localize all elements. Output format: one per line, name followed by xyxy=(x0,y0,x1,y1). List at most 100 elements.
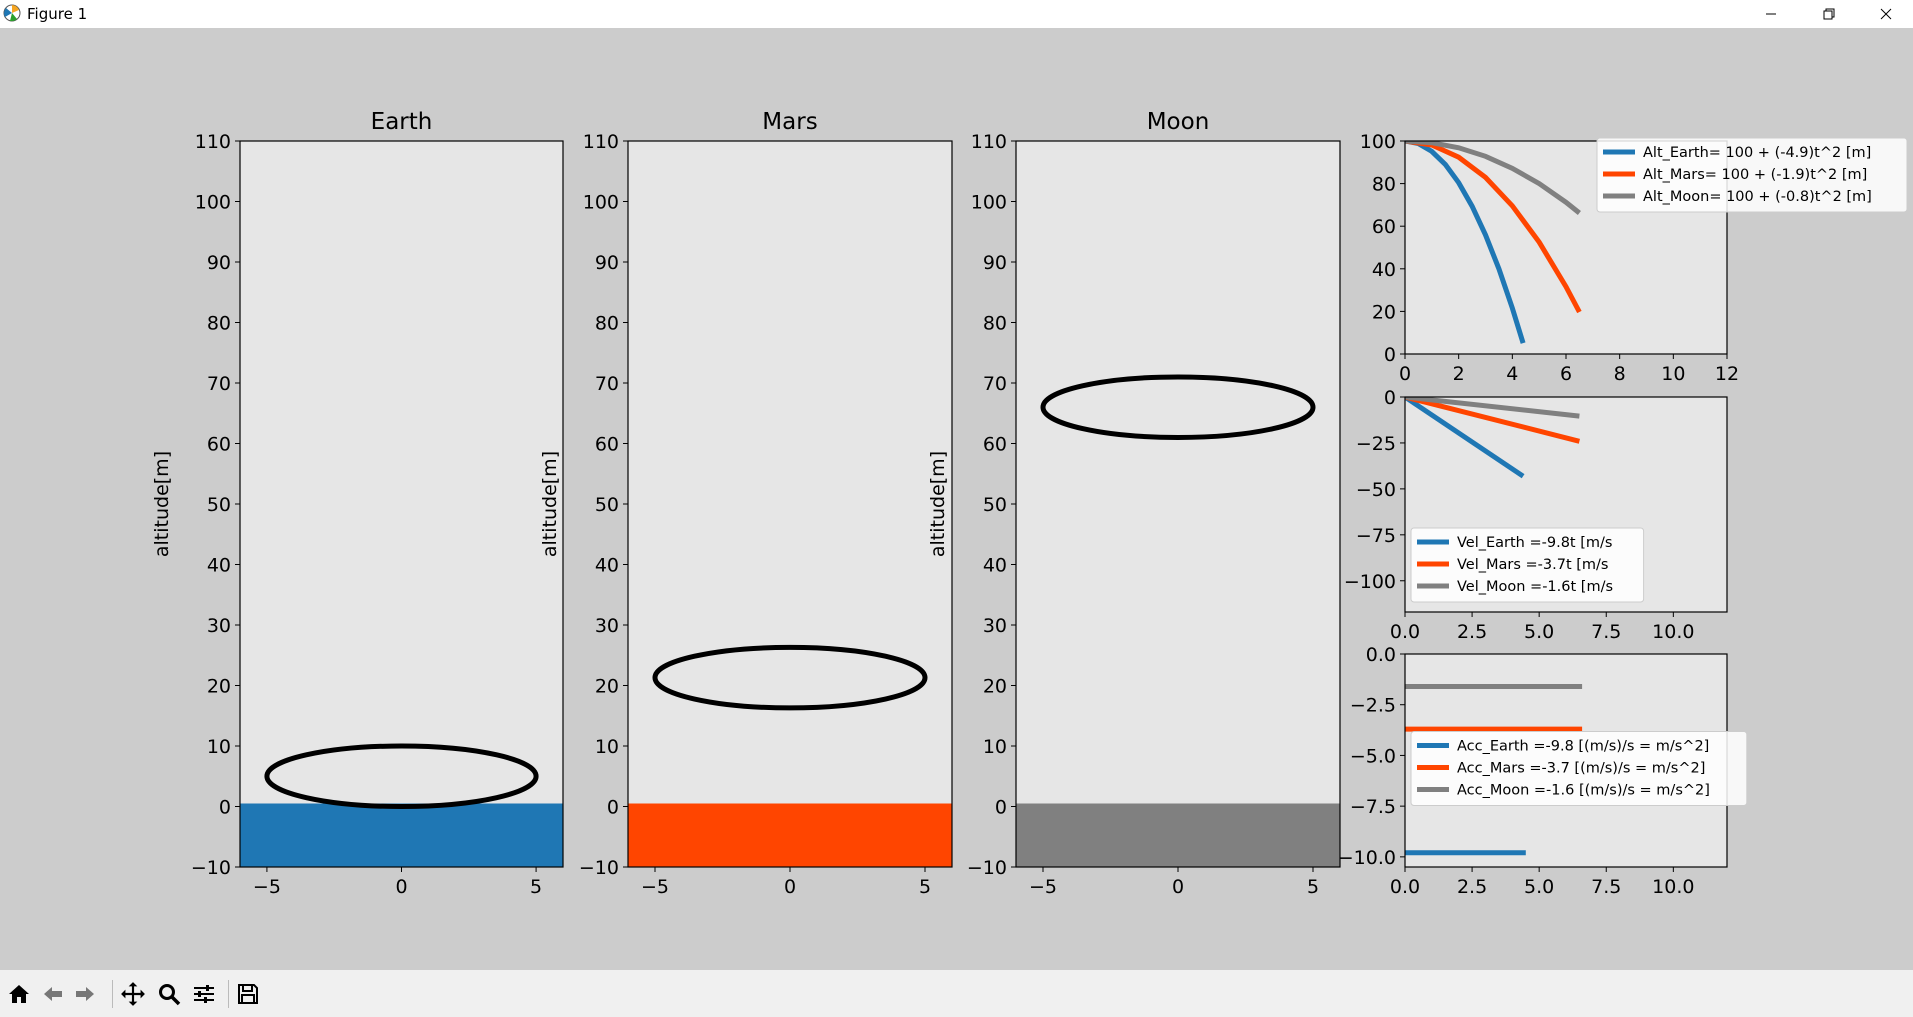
y-tick-label: 110 xyxy=(195,131,231,153)
home-button[interactable] xyxy=(4,981,34,1007)
subplot-1: −5 0 5 −10 0 10 20 30 40 50 60 70 80 90 100 110 Earth alt… xyxy=(151,109,564,898)
x-tick-label: 7.5 xyxy=(1591,876,1621,898)
legend-label: Vel_Earth =-9.8t [m/s xyxy=(1457,535,1612,551)
y-tick-label: 90 xyxy=(207,252,231,274)
legend-label: Acc_Mars =-3.7 [(m/s)/s = m/s^2] xyxy=(1457,761,1705,777)
x-tick-label: 2.5 xyxy=(1457,621,1487,643)
subplot-6: 0.0 2.5 5.0 7.5 10.0 −10.0 −7.5 −5.0 −2.5 0.0 Acc_… xyxy=(1338,644,1748,898)
matplotlib-app-icon xyxy=(3,4,21,22)
series-line-1 xyxy=(1405,397,1525,479)
minimize-button[interactable] xyxy=(1742,0,1800,28)
title-bar: Figure 1 xyxy=(0,0,1913,28)
y-tick-label: −10 xyxy=(967,857,1007,879)
legend: Alt_Earth= 100 + (-4.9)t^2 [m] Alt_Mars= … xyxy=(1596,137,1908,213)
subplot-2: −5 0 5 −10 0 10 20 30 40 50 60 70 80 90 100 110 Mars alti… xyxy=(539,109,953,898)
plot-area xyxy=(1405,684,1583,856)
x-tick-label: 2 xyxy=(1453,363,1465,385)
plot-area xyxy=(1405,397,1581,479)
close-button[interactable] xyxy=(1858,0,1913,28)
zoom-button[interactable] xyxy=(154,981,184,1007)
legend-label: Alt_Earth= 100 + (-4.9)t^2 [m] xyxy=(1643,145,1871,161)
plot-area xyxy=(1405,141,1582,344)
x-tick-label: 0 xyxy=(1399,363,1411,385)
series-line-2 xyxy=(1405,141,1582,314)
x-tick-label: 10.0 xyxy=(1652,621,1694,643)
y-tick-label: −10.0 xyxy=(1338,847,1396,869)
y-tick-label: −50 xyxy=(1356,479,1396,501)
y-tick-label: 40 xyxy=(595,555,619,577)
toolbar-separator xyxy=(112,980,113,1008)
y-tick-label: 20 xyxy=(595,676,619,698)
legend-label: Alt_Mars= 100 + (-1.9)t^2 [m] xyxy=(1643,167,1867,183)
navigation-toolbar xyxy=(0,970,1913,1017)
y-tick-label: 70 xyxy=(983,373,1007,395)
subplot-4: 0 2 4 6 8 10 12 0 20 40 60 80 100 Alt_Earth= 100 + (-… xyxy=(1360,131,1908,385)
y-tick-label: −7.5 xyxy=(1350,796,1396,818)
toolbar-separator xyxy=(228,980,229,1008)
y-tick-label: 0 xyxy=(607,797,619,819)
y-tick-label: −5.0 xyxy=(1350,745,1396,767)
y-tick-label: 60 xyxy=(207,434,231,456)
pan-button[interactable] xyxy=(118,981,148,1007)
y-tick-label: 20 xyxy=(207,676,231,698)
y-tick-label: 110 xyxy=(583,131,619,153)
x-tick-label: 5.0 xyxy=(1524,621,1554,643)
forward-button[interactable] xyxy=(70,981,100,1007)
plot-area xyxy=(628,644,952,867)
y-tick-label: 100 xyxy=(195,192,231,214)
x-tick-label: 7.5 xyxy=(1591,621,1621,643)
y-tick-label: 20 xyxy=(983,676,1007,698)
series-line-2 xyxy=(1405,397,1581,444)
x-tick-label: −5 xyxy=(253,876,281,898)
legend: Vel_Earth =-9.8t [m/s Vel_Mars =-3.7t [m/… xyxy=(1410,527,1645,603)
x-tick-label: 5 xyxy=(919,876,931,898)
restore-button[interactable] xyxy=(1800,0,1858,28)
back-button[interactable] xyxy=(38,981,68,1007)
legend-label: Alt_Moon= 100 + (-0.8)t^2 [m] xyxy=(1643,189,1872,205)
window-title: Figure 1 xyxy=(27,5,88,23)
y-tick-label: 70 xyxy=(207,373,231,395)
x-tick-label: 5 xyxy=(530,876,542,898)
x-tick-label: 0.0 xyxy=(1390,876,1420,898)
legend-label: Vel_Mars =-3.7t [m/s xyxy=(1457,557,1608,573)
falling-body-circle xyxy=(652,644,928,711)
pan-icon xyxy=(121,982,145,1006)
configure-subplots-button[interactable] xyxy=(189,981,219,1007)
x-tick-label: 10.0 xyxy=(1652,876,1694,898)
subplot-3: −5 0 5 −10 0 10 20 30 40 50 60 70 80 90 100 110 Moon alti… xyxy=(927,109,1341,898)
y-tick-label: 60 xyxy=(1372,216,1396,238)
save-button[interactable] xyxy=(233,981,263,1007)
x-tick-label: 10 xyxy=(1661,363,1685,385)
y-tick-label: 40 xyxy=(1372,259,1396,281)
y-tick-label: 60 xyxy=(595,434,619,456)
figure-canvas[interactable]: −5 0 5−100102030405060708090100110Earthalt… xyxy=(0,28,1913,970)
y-tick-label: 30 xyxy=(595,615,619,637)
y-tick-label: 50 xyxy=(207,494,231,516)
ground-rect xyxy=(240,803,563,867)
minimize-icon xyxy=(1766,13,1776,15)
y-tick-label: 90 xyxy=(595,252,619,274)
x-tick-label: 6 xyxy=(1560,363,1572,385)
close-icon xyxy=(1880,8,1891,20)
y-tick-label: 0 xyxy=(219,797,231,819)
y-tick-label: 50 xyxy=(983,494,1007,516)
axes-frame xyxy=(1404,396,1728,613)
zoom-icon xyxy=(159,984,181,1006)
x-tick-label: 8 xyxy=(1614,363,1626,385)
y-tick-label: 80 xyxy=(595,313,619,335)
y-tick-label: 10 xyxy=(207,736,231,758)
save-icon xyxy=(238,984,258,1004)
legend-label: Vel_Moon =-1.6t [m/s xyxy=(1457,579,1613,595)
series-line-3 xyxy=(1405,397,1580,419)
y-tick-label: 30 xyxy=(983,615,1007,637)
y-tick-label: 110 xyxy=(971,131,1007,153)
y-tick-label: 10 xyxy=(983,736,1007,758)
ground-rect xyxy=(1016,803,1340,867)
legend-label: Acc_Moon =-1.6 [(m/s)/s = m/s^2] xyxy=(1457,783,1710,799)
legend-label: Acc_Earth =-9.8 [(m/s)/s = m/s^2] xyxy=(1457,739,1709,755)
y-tick-label: 60 xyxy=(983,434,1007,456)
plot-area xyxy=(1016,374,1340,867)
y-tick-label: 0 xyxy=(1384,387,1396,409)
axes-background xyxy=(1016,141,1340,867)
x-tick-label: 5.0 xyxy=(1524,876,1554,898)
